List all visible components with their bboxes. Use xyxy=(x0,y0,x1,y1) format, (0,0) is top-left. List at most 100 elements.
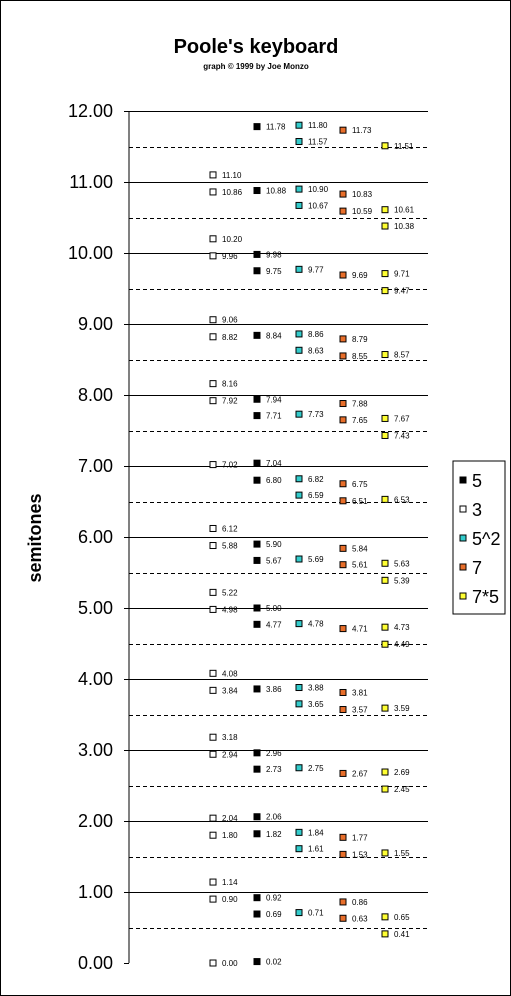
data-label: 2.04 xyxy=(222,814,238,823)
data-label: 10.86 xyxy=(222,188,243,197)
data-point xyxy=(381,768,389,776)
data-label: 10.90 xyxy=(308,185,329,194)
data-label: 2.45 xyxy=(394,785,410,794)
data-point xyxy=(209,333,217,341)
data-point xyxy=(253,412,261,420)
data-point xyxy=(295,121,303,129)
data-label: 4.98 xyxy=(222,605,238,614)
data-point xyxy=(253,620,261,628)
legend-marker xyxy=(459,534,467,542)
data-label: 7.67 xyxy=(394,414,410,423)
data-label: 4.73 xyxy=(394,623,410,632)
data-label: 10.83 xyxy=(352,190,373,199)
data-point xyxy=(253,459,261,467)
data-point xyxy=(339,769,347,777)
data-point xyxy=(381,431,389,439)
data-label: 5.61 xyxy=(352,561,368,570)
data-point xyxy=(253,958,261,966)
data-label: 10.20 xyxy=(222,235,243,244)
data-point xyxy=(295,909,303,917)
data-label: 2.69 xyxy=(394,768,410,777)
data-point xyxy=(209,605,217,613)
data-label: 8.86 xyxy=(308,330,324,339)
data-point xyxy=(253,749,261,757)
legend: 5 3 5^2 7 7*5 xyxy=(452,460,506,615)
data-point xyxy=(381,930,389,938)
data-point xyxy=(209,397,217,405)
y-tick-label: 3.00 xyxy=(78,740,113,760)
data-label: 4.71 xyxy=(352,625,368,634)
data-label: 0.86 xyxy=(352,898,368,907)
y-tick-label: 5.00 xyxy=(78,598,113,618)
data-label: 1.84 xyxy=(308,828,324,837)
data-label: 7.88 xyxy=(352,400,368,409)
data-label: 1.77 xyxy=(352,833,368,842)
data-label: 9.69 xyxy=(352,271,368,280)
data-point xyxy=(253,476,261,484)
data-point xyxy=(381,351,389,359)
data-point xyxy=(209,461,217,469)
data-label: 10.61 xyxy=(394,206,415,215)
data-point xyxy=(381,222,389,230)
data-point xyxy=(381,704,389,712)
y-tick-label: 8.00 xyxy=(78,385,113,405)
data-point xyxy=(295,828,303,836)
data-point xyxy=(339,561,347,569)
data-point xyxy=(253,540,261,548)
data-point xyxy=(209,733,217,741)
data-label: 11.78 xyxy=(266,123,286,132)
data-point xyxy=(295,201,303,209)
data-label: 9.71 xyxy=(394,270,410,279)
data-point xyxy=(381,849,389,857)
data-label: 11.80 xyxy=(308,121,328,130)
data-point xyxy=(339,544,347,552)
data-label: 5.00 xyxy=(266,604,282,613)
legend-marker xyxy=(459,592,467,600)
data-point xyxy=(381,640,389,648)
data-label: 1.55 xyxy=(394,849,410,858)
legend-label: 5 xyxy=(472,471,482,491)
data-label: 0.41 xyxy=(394,930,410,939)
data-label: 6.53 xyxy=(394,495,410,504)
data-point xyxy=(209,750,217,758)
data-point xyxy=(339,190,347,198)
data-label: 1.53 xyxy=(352,850,368,859)
data-point xyxy=(339,126,347,134)
data-point xyxy=(209,959,217,967)
data-label: 1.14 xyxy=(222,878,238,887)
data-point xyxy=(295,410,303,418)
data-label: 7.02 xyxy=(222,461,238,470)
data-point xyxy=(295,845,303,853)
data-label: 6.12 xyxy=(222,524,238,533)
data-label: 2.96 xyxy=(266,749,282,758)
data-label: 4.08 xyxy=(222,669,238,678)
data-point xyxy=(209,831,217,839)
data-point xyxy=(209,188,217,196)
data-point xyxy=(295,265,303,273)
data-point xyxy=(209,588,217,596)
data-label: 5.84 xyxy=(352,544,368,553)
data-point xyxy=(339,625,347,633)
data-label: 2.06 xyxy=(266,813,282,822)
data-label: 10.59 xyxy=(352,207,373,216)
data-label: 5.88 xyxy=(222,542,238,551)
y-tick-label: 6.00 xyxy=(78,527,113,547)
legend-marker xyxy=(459,505,467,513)
data-point xyxy=(209,542,217,550)
data-point xyxy=(381,913,389,921)
data-point xyxy=(381,623,389,631)
data-point xyxy=(253,765,261,773)
data-point xyxy=(295,555,303,563)
data-label: 7.71 xyxy=(266,412,282,421)
data-label: 6.75 xyxy=(352,480,368,489)
data-label: 7.92 xyxy=(222,397,238,406)
data-label: 0.69 xyxy=(266,910,282,919)
data-label: 3.84 xyxy=(222,686,238,695)
y-axis-ticks: 0.00 1.00 2.00 3.00 4.00 5.00 6.00 7.00 8.00 9.00… xyxy=(68,101,129,973)
data-point xyxy=(209,895,217,903)
data-point xyxy=(253,556,261,564)
data-label: 3.88 xyxy=(308,684,324,693)
data-point xyxy=(339,850,347,858)
data-label: 0.65 xyxy=(394,913,410,922)
